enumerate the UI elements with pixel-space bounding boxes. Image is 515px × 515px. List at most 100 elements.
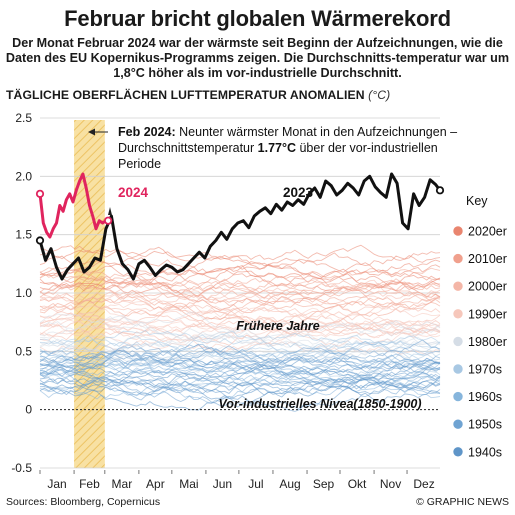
decade-line (39, 278, 441, 311)
x-tick-label: Mar (112, 477, 133, 491)
legend-swatch-2020er (452, 225, 464, 237)
decade-line (39, 335, 441, 360)
decade-line (39, 267, 441, 297)
decade-line (39, 311, 441, 335)
x-tick-label: Feb (79, 477, 100, 491)
decade-line (39, 353, 441, 378)
decade-line (39, 373, 441, 404)
x-tick-label: Sep (313, 477, 335, 491)
decade-line (39, 266, 441, 292)
decade-band-2020er (39, 244, 441, 311)
decade-line (39, 381, 441, 404)
y-axis-unit: (°C) (368, 88, 391, 102)
decade-line (39, 343, 441, 372)
copyright-credit: © GRAPHIC NEWS (416, 496, 509, 508)
y-tick-label: 2.0 (15, 169, 32, 183)
decade-line (39, 316, 441, 344)
decade-line (39, 275, 441, 293)
x-tick-label: Nov (380, 477, 401, 491)
y-axis-title-label: TÄGLICHE OBERFLÄCHEN LUFTTEMPERATUR ANOM… (6, 88, 365, 102)
y-tick-label: 1.5 (15, 228, 32, 242)
series-label-2024: 2024 (118, 185, 149, 200)
decade-line (39, 249, 441, 281)
feb-end-pointer (108, 207, 112, 215)
decade-line (39, 333, 441, 357)
decade-line (39, 377, 441, 396)
series-label-2023: 2023 (283, 185, 314, 200)
decade-line (39, 298, 441, 318)
decade-line (39, 313, 441, 341)
decade-line (39, 292, 441, 311)
feb-annotation-text: Durchschnittstemperatur (118, 141, 258, 155)
decade-line (39, 360, 441, 380)
decade-line (39, 317, 441, 341)
legend-item-1970s: 1970s (468, 363, 502, 377)
series-start-marker-2023 (35, 236, 45, 245)
page-title: Februar bricht globalen Wärmerekord (64, 6, 451, 31)
legend-title: Key (466, 194, 488, 208)
y-tick-label: 2.5 (15, 111, 32, 125)
legend-swatch-1940s (452, 446, 464, 458)
legend-swatch-1990er (452, 308, 464, 320)
series-end-marker-2023 (435, 186, 445, 195)
decade-line (39, 329, 441, 350)
preindustrial-label: Vor-industrielles Nivea(1850-1900) (218, 397, 421, 411)
y-tick-label: 1.0 (15, 286, 32, 300)
decade-line (39, 361, 441, 387)
decade-line (39, 270, 441, 298)
legend-item-1990er: 1990er (468, 307, 507, 321)
y-tick-label: 0.5 (15, 344, 32, 358)
decade-line (39, 283, 441, 304)
decade-line (39, 289, 441, 306)
feb-annotation-line2: Durchschnittstemperatur 1.77°C über der … (118, 141, 438, 155)
decade-line (39, 345, 441, 366)
decade-band-1940s (39, 349, 441, 411)
y-axis-title: TÄGLICHE OBERFLÄCHEN LUFTTEMPERATUR ANOM… (6, 88, 390, 102)
series-line-2024 (38, 172, 110, 239)
feb-annotation-value: 1.77°C (258, 141, 296, 155)
decade-line (39, 273, 441, 299)
decade-line (39, 322, 441, 339)
x-tick-label: Jan (47, 477, 66, 491)
series-start-marker-2024 (35, 189, 45, 198)
annotation-arrowhead (88, 128, 95, 136)
legend-swatch-1970s (452, 363, 464, 375)
feb-annotation-text: über der vor-industriellen (296, 141, 438, 155)
legend-item-2010er: 2010er (468, 252, 507, 266)
sources-note: Sources: Bloomberg, Copernicus (6, 496, 161, 508)
feb-annotation-text: Neunter wärmster Monat in den Aufzeichnu… (176, 125, 457, 139)
y-tick-label: -0.5 (11, 461, 32, 475)
series-end-marker-2024 (104, 216, 113, 225)
legend-item-2020er: 2020er (468, 225, 507, 239)
decade-line (39, 263, 441, 279)
legend-item-1940s: 1940s (468, 445, 502, 459)
decade-line (39, 381, 441, 411)
feb-annotation-line3: Periode (118, 157, 161, 171)
legend-swatch-2000er (452, 280, 464, 292)
x-tick-label: Jun (213, 477, 232, 491)
legend-item-2000er: 2000er (468, 280, 507, 294)
legend-swatch-1950s (452, 418, 464, 430)
legend-swatch-1980er (452, 335, 464, 348)
feb-annotation-line1: Feb 2024: Neunter wärmster Monat in den … (118, 125, 457, 139)
x-tick-label: Aug (279, 477, 300, 491)
decade-line (39, 281, 441, 307)
x-tick-label: Dez (413, 477, 434, 491)
decade-line (39, 245, 441, 273)
decade-line (39, 359, 441, 386)
decade-line (39, 269, 441, 297)
decade-line (39, 375, 441, 412)
decade-line (39, 364, 441, 389)
x-tick-label: Apr (146, 477, 165, 491)
x-tick-label: Okt (348, 477, 367, 491)
x-tick-label: Jul (248, 477, 263, 491)
x-tick-label: Mai (179, 477, 198, 491)
legend-item-1980er: 1980er (468, 335, 507, 349)
legend-item-1950s: 1950s (468, 418, 502, 432)
legend-swatch-2010er (452, 252, 464, 265)
decade-line (39, 373, 441, 399)
series-line-2023 (38, 172, 442, 281)
decade-line (40, 369, 441, 396)
decade-line (39, 279, 440, 303)
